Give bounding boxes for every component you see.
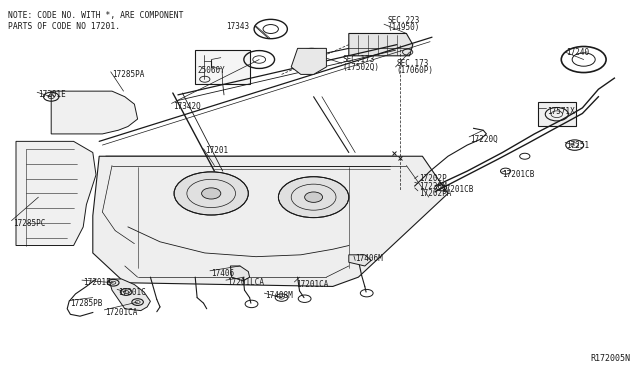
Bar: [538, 102, 576, 126]
Text: 17406: 17406: [211, 269, 234, 278]
Text: (17502Q): (17502Q): [342, 62, 380, 71]
Text: 17201E: 17201E: [38, 90, 66, 99]
Text: 17201CB: 17201CB: [442, 185, 474, 194]
Polygon shape: [51, 91, 138, 134]
Text: (17060P): (17060P): [397, 66, 434, 75]
Polygon shape: [349, 255, 371, 266]
Polygon shape: [16, 141, 96, 246]
Text: 17285PC: 17285PC: [13, 219, 45, 228]
Text: 17406M: 17406M: [355, 254, 383, 263]
Polygon shape: [291, 48, 326, 74]
Text: (14950): (14950): [387, 23, 420, 32]
Text: 17228M: 17228M: [419, 182, 447, 190]
Text: 25060Y: 25060Y: [197, 66, 225, 75]
Text: 17342Q: 17342Q: [173, 102, 200, 110]
Text: 17201C: 17201C: [118, 288, 146, 296]
Circle shape: [305, 192, 323, 202]
Text: 17220Q: 17220Q: [470, 135, 498, 144]
Text: 17201CB: 17201CB: [502, 170, 535, 179]
Text: 17202PA: 17202PA: [419, 189, 452, 198]
Text: 17201CA: 17201CA: [296, 280, 328, 289]
Text: 17251: 17251: [566, 141, 589, 150]
Circle shape: [174, 172, 248, 215]
Text: 17408M: 17408M: [266, 291, 293, 300]
Text: SEC.223: SEC.223: [387, 16, 420, 25]
Text: 17240: 17240: [566, 48, 589, 57]
Text: 17285PB: 17285PB: [70, 299, 103, 308]
Polygon shape: [106, 156, 429, 167]
Polygon shape: [230, 266, 250, 281]
Text: SEC.173: SEC.173: [397, 59, 429, 68]
Text: 17201: 17201: [205, 146, 228, 155]
Text: SEC.173: SEC.173: [342, 55, 375, 64]
Text: 17201LCA: 17201LCA: [227, 278, 264, 287]
Polygon shape: [93, 156, 448, 286]
Polygon shape: [109, 279, 150, 311]
Text: PARTS OF CODE NO 17201.: PARTS OF CODE NO 17201.: [8, 22, 120, 31]
Text: 17202P: 17202P: [419, 174, 447, 183]
Text: 17285PA: 17285PA: [112, 70, 145, 79]
Text: 17343: 17343: [227, 22, 250, 31]
Text: NOTE: CODE NO. WITH *, ARE COMPONENT: NOTE: CODE NO. WITH *, ARE COMPONENT: [8, 11, 183, 20]
Text: 17571X: 17571X: [547, 107, 575, 116]
Circle shape: [202, 188, 221, 199]
Bar: [195, 50, 250, 84]
Polygon shape: [349, 33, 413, 56]
Circle shape: [278, 177, 349, 218]
Text: R172005N: R172005N: [590, 354, 630, 363]
Text: 17201E: 17201E: [83, 278, 111, 287]
Text: 17201CA: 17201CA: [106, 308, 138, 317]
Text: 17040: 17040: [297, 57, 320, 66]
